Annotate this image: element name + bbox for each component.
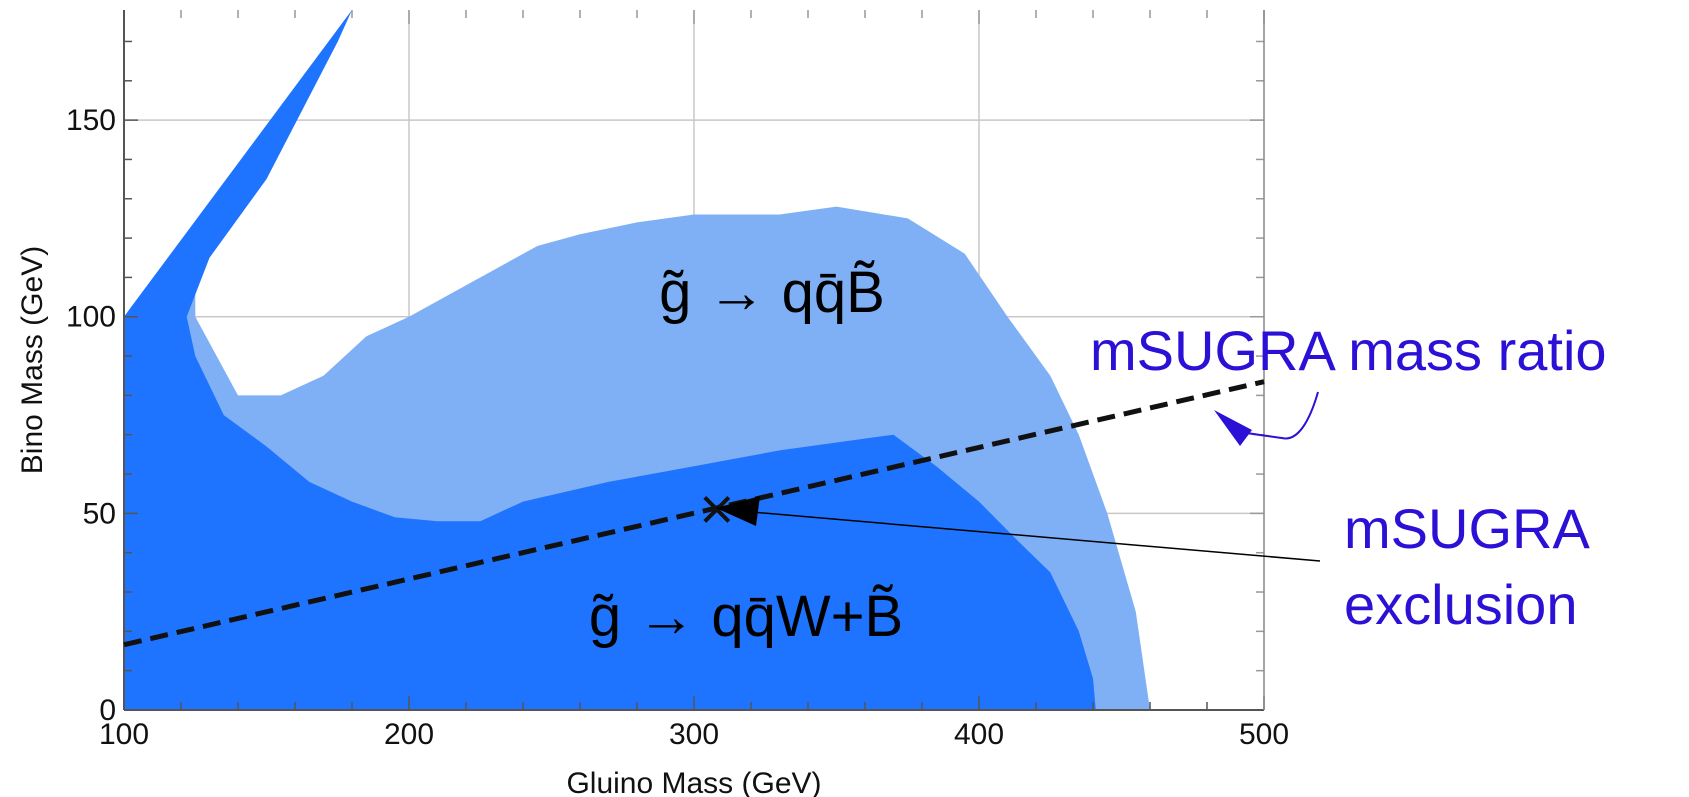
tick-labels: 100 200 300 400 500 0 50 100 150 — [66, 104, 1289, 751]
x-tick-label: 500 — [1239, 718, 1289, 751]
annotation-exclusion-pointer — [751, 511, 1321, 562]
region-dark — [124, 10, 1096, 710]
annotation-mass-ratio-arrowhead — [1214, 410, 1252, 446]
x-tick-label: 300 — [669, 718, 719, 751]
y-tick-label: 150 — [66, 104, 116, 137]
mass-ratio-line — [123, 379, 1265, 648]
y-axis-label: Bino Mass (GeV) — [16, 246, 49, 474]
y-tick-label: 0 — [99, 694, 116, 727]
x-tick-label: 200 — [384, 718, 434, 751]
annotation-exclusion-line1: mSUGRA — [1344, 497, 1590, 560]
x-tick-label: 400 — [954, 718, 1004, 751]
markers — [703, 496, 731, 523]
regions — [124, 10, 1150, 710]
x-axis-label: Gluino Mass (GeV) — [566, 767, 821, 797]
annotation-mass-ratio: mSUGRA mass ratio — [1090, 319, 1607, 382]
region-label-upper: g̃ → qq̄B̃ — [659, 260, 885, 325]
exclusion-marker — [703, 496, 731, 523]
region-label-lower: g̃ → qq̄W+B̃ — [589, 584, 903, 649]
x-tick-label: 100 — [99, 718, 149, 751]
annotation-exclusion-arrowhead — [716, 496, 760, 526]
annotation-mass-ratio-pointer — [1239, 391, 1319, 440]
y-tick-label: 100 — [66, 301, 116, 334]
series-lines — [123, 379, 1265, 648]
annotation-exclusion-line2: exclusion — [1344, 573, 1577, 636]
y-tick-label: 50 — [83, 497, 116, 530]
